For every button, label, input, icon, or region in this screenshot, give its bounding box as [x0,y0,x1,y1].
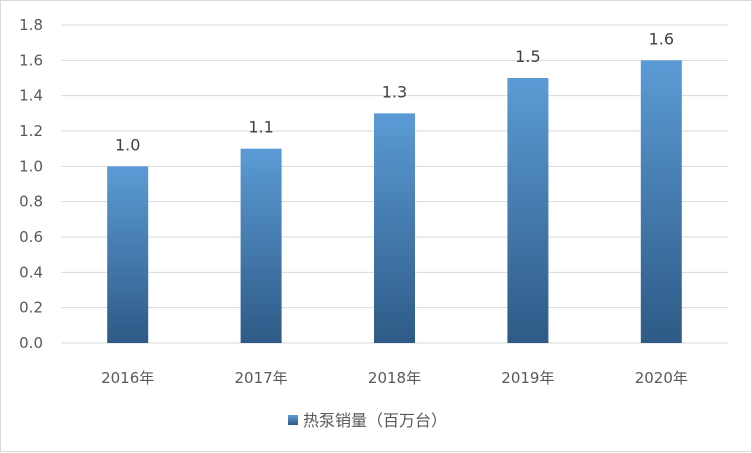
y-tick-label: 1.4 [19,87,43,105]
bar [640,60,682,343]
y-tick-label: 1.8 [19,16,43,34]
y-tick-label: 0.0 [19,334,43,352]
y-tick-label: 0.6 [19,228,43,246]
x-tick-label: 2016年 [101,369,154,387]
y-tick-label: 0.2 [19,299,43,317]
legend: 热泵销量（百万台） [288,411,447,430]
bar [107,166,149,343]
data-label: 1.3 [382,82,407,101]
x-tick-label: 2019年 [501,369,554,387]
data-label: 1.5 [515,47,540,66]
data-label: 1.6 [649,29,674,48]
y-tick-label: 1.0 [19,157,43,175]
legend-swatch [288,415,298,425]
bar [507,78,549,343]
y-tick-label: 0.4 [19,263,43,281]
legend-label: 热泵销量（百万台） [303,411,447,430]
data-label: 1.1 [248,118,273,137]
bar [374,113,415,343]
x-tick-label: 2017年 [235,369,288,387]
y-tick-label: 1.2 [19,122,43,140]
x-tick-label: 2018年 [368,369,421,387]
y-tick-label: 1.6 [19,51,43,69]
x-tick-label: 2020年 [635,369,688,387]
data-label: 1.0 [115,135,140,154]
y-tick-label: 0.8 [19,193,43,211]
bar [240,148,282,343]
